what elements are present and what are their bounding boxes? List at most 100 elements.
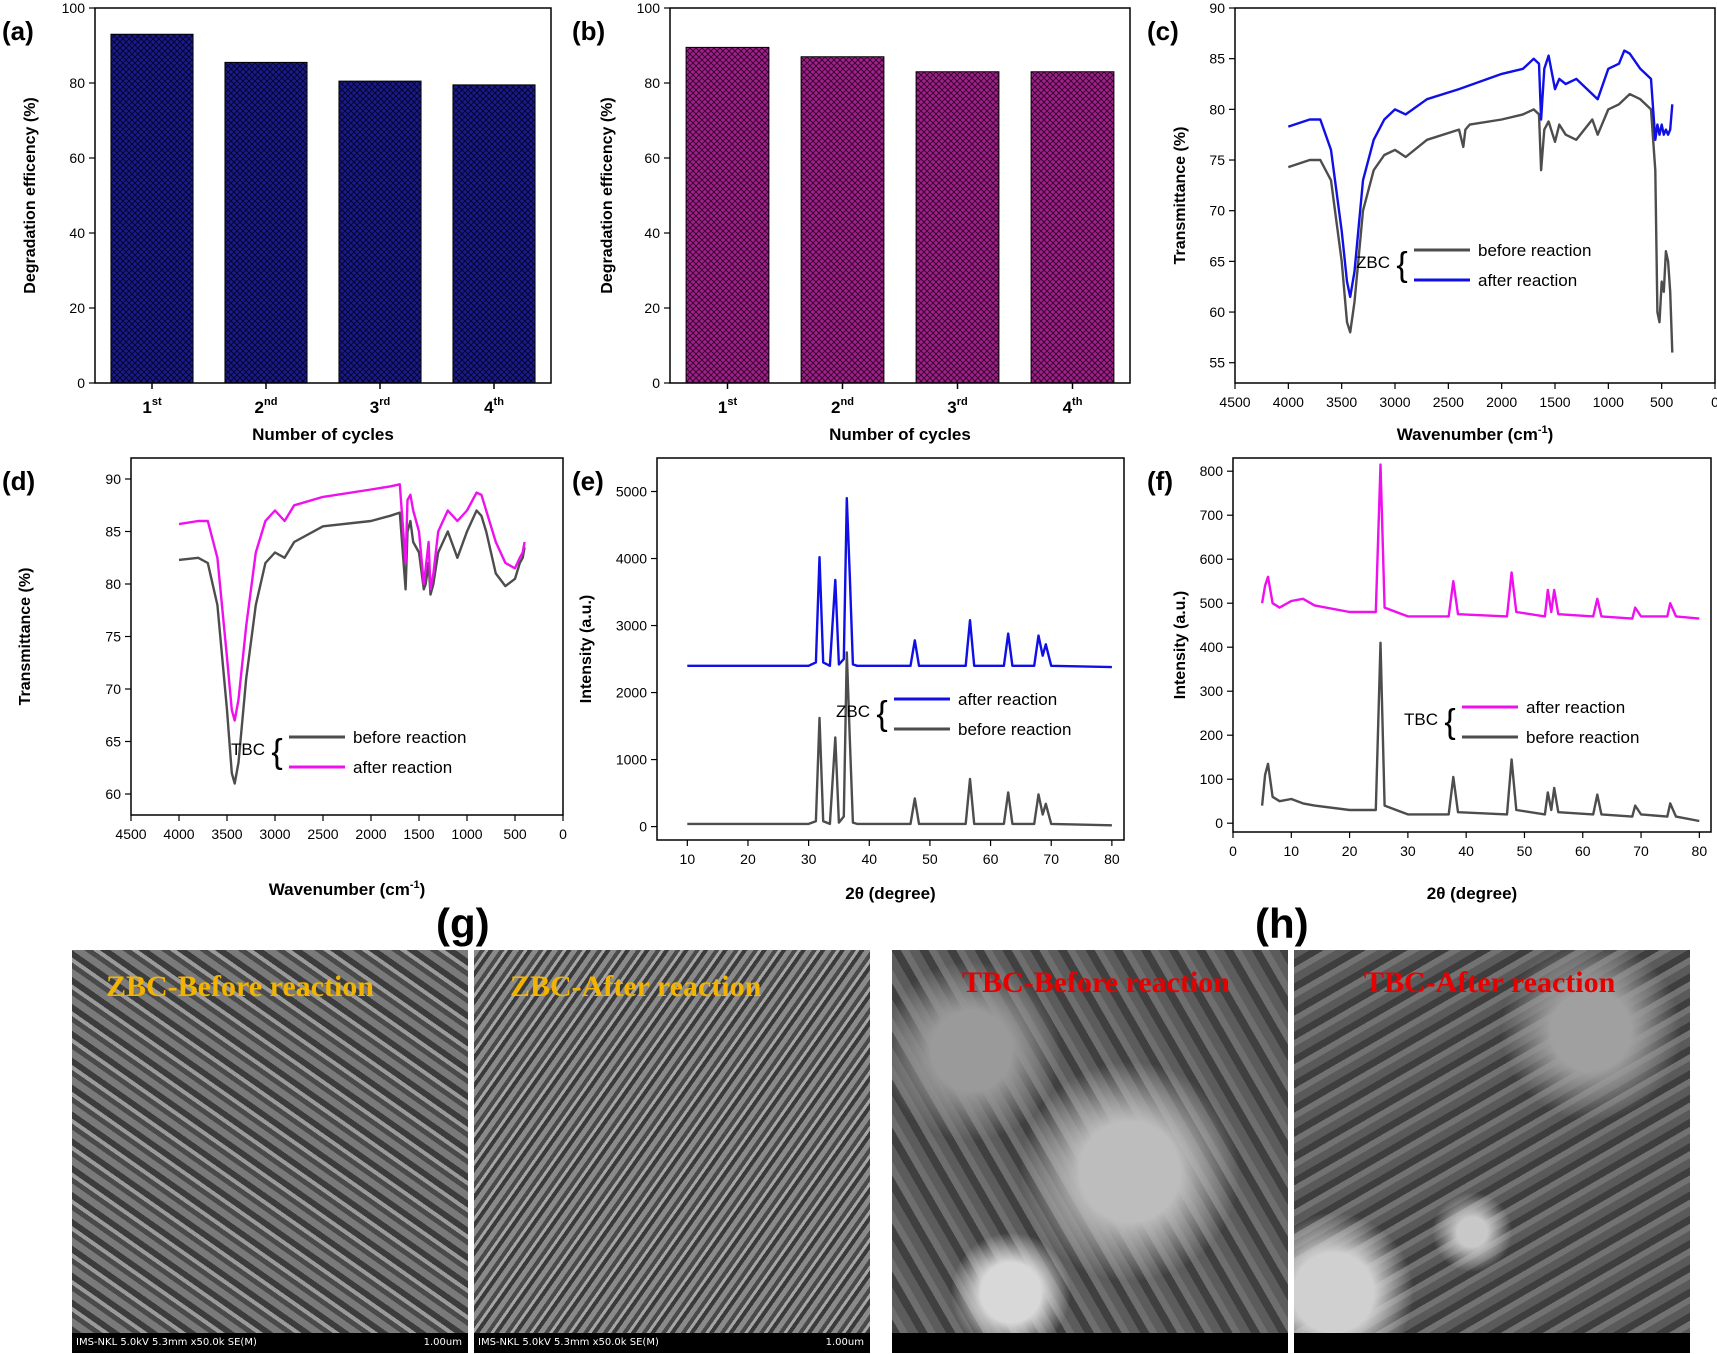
- bar: [1030, 71, 1115, 384]
- panel-label-f: (f): [1147, 466, 1173, 496]
- x-tick-label: 3500: [211, 826, 242, 842]
- sem-title-zbc-before: ZBC-Before reaction: [106, 970, 374, 1003]
- sem-scale-label: 1.00um: [423, 1337, 462, 1348]
- x-tick-label: 30: [801, 851, 817, 867]
- x-tick-label: 40: [1458, 843, 1474, 859]
- sem-title-tbc-after: TBC-After reaction: [1364, 966, 1616, 999]
- y-tick-label: 500: [1200, 595, 1224, 611]
- sem-title-tbc-before: TBC-Before reaction: [962, 966, 1230, 999]
- y-tick-label: 100: [1200, 771, 1224, 787]
- legend-brace: {: [271, 733, 282, 771]
- y-tick-label: 70: [105, 681, 121, 697]
- y-tick-label: 65: [105, 734, 121, 750]
- sem-scale-label: 1.00um: [825, 1337, 864, 1348]
- legend-label: before reaction: [1478, 241, 1591, 260]
- series-line-before-reaction: [1260, 641, 1700, 823]
- y-tick-label: 80: [644, 75, 660, 91]
- panel-label-g: (g): [436, 900, 490, 947]
- y-tick-label: 100: [637, 0, 661, 16]
- y-tick-label: 75: [1209, 152, 1225, 168]
- x-tick-label: 80: [1692, 843, 1708, 859]
- x-tick-label: 60: [1575, 843, 1591, 859]
- x-tick-label: 3500: [1326, 394, 1357, 410]
- panel-label-b: (b): [572, 16, 605, 46]
- y-tick-label: 90: [105, 471, 121, 487]
- x-tick-label: 20: [1342, 843, 1358, 859]
- x-tick-label: 500: [1650, 394, 1674, 410]
- panel-label-c: (c): [1147, 16, 1179, 46]
- y-tick-label: 600: [1200, 551, 1224, 567]
- y-tick-label: 1000: [616, 752, 647, 768]
- x-tick-label: 4500: [115, 826, 146, 842]
- y-tick-label: 200: [1200, 727, 1224, 743]
- x-axis-label: Wavenumber (cm-1): [1397, 424, 1554, 444]
- series-line-before-reaction: [1287, 92, 1674, 353]
- bar: [800, 56, 885, 384]
- legend-group-label: ZBC: [1356, 253, 1390, 272]
- plot-frame: [130, 457, 564, 816]
- plot-frame: [1234, 7, 1716, 384]
- x-tick-label: 2000: [1486, 394, 1517, 410]
- x-axis-label: 2θ (degree): [1427, 884, 1517, 903]
- y-tick-label: 300: [1200, 683, 1224, 699]
- y-tick-label: 80: [105, 576, 121, 592]
- y-axis-label: Intensity (a.u.): [578, 595, 595, 703]
- y-tick-label: 65: [1209, 253, 1225, 269]
- legend: TBC {before reaction after reaction: [231, 728, 466, 777]
- sem-footer-tbc-before: [892, 1333, 1288, 1353]
- legend-group-label: ZBC: [836, 702, 870, 721]
- plot-frame: [1232, 457, 1712, 833]
- series-line-after-reaction: [1287, 49, 1674, 299]
- x-tick-label: 70: [1043, 851, 1059, 867]
- x-tick-label: 3000: [1379, 394, 1410, 410]
- y-tick-label: 70: [1209, 203, 1225, 219]
- x-tick-label: 20: [740, 851, 756, 867]
- legend-brace: {: [1396, 246, 1407, 284]
- panel-label-d: (d): [2, 466, 35, 496]
- legend-label: after reaction: [958, 690, 1057, 709]
- legend-label: after reaction: [353, 758, 452, 777]
- bar: [224, 61, 308, 384]
- sem-footer-tbc-after: [1294, 1333, 1690, 1353]
- y-tick-label: 85: [1209, 51, 1225, 67]
- legend-label: after reaction: [1526, 698, 1625, 717]
- sem-footer-zbc-after: IMS-NKL 5.0kV 5.3mm x50.0k SE(M) 1.00um: [474, 1333, 870, 1353]
- y-tick-label: 60: [644, 150, 660, 166]
- legend: ZBC {after reaction before reaction: [836, 690, 1071, 739]
- x-tick-label: 4000: [1273, 394, 1304, 410]
- legend-label: before reaction: [353, 728, 466, 747]
- x-tick-label: 2nd: [831, 396, 854, 417]
- sem-image-tbc-before: TBC-Before reaction: [892, 950, 1288, 1353]
- sem-image-tbc-after: TBC-After reaction: [1294, 950, 1690, 1353]
- panel-label-e: (e): [572, 466, 604, 496]
- legend-label: before reaction: [1526, 728, 1639, 747]
- y-tick-label: 60: [69, 150, 85, 166]
- y-tick-label: 40: [644, 225, 660, 241]
- y-tick-label: 2000: [616, 685, 647, 701]
- y-tick-label: 85: [105, 524, 121, 540]
- x-tick-label: 2nd: [255, 396, 278, 417]
- y-tick-label: 100: [62, 0, 86, 16]
- chart-a: (a) 1st 2nd 3rd 4th 0 20 40 60 80 100 Number of cyc…: [2, 0, 552, 444]
- chart-e: (e) 10 20 30 40 50 60 70 80 0 1000 2000 3000 4000 5000…: [572, 457, 1125, 903]
- series-line-after-reaction: [178, 483, 526, 722]
- sem-image-zbc-before: ZBC-Before reaction IMS-NKL 5.0kV 5.3mm …: [72, 950, 468, 1353]
- y-tick-label: 700: [1200, 507, 1224, 523]
- x-tick-label: 4th: [1063, 396, 1083, 417]
- series-line-after-reaction: [687, 497, 1112, 669]
- plot-frame: [669, 7, 1131, 384]
- x-tick-label: 1000: [451, 826, 482, 842]
- y-axis-label: Transmittance (%): [17, 568, 34, 706]
- x-tick-label: 40: [861, 851, 877, 867]
- x-tick-label: 500: [503, 826, 527, 842]
- chart-b: (b) 1st 2nd 3rd 4th 0 20 40 60 80 100 Number of cyc…: [572, 0, 1131, 444]
- x-tick-label: 1st: [142, 396, 162, 417]
- series-line-after-reaction: [1260, 463, 1700, 620]
- x-tick-label: 2500: [307, 826, 338, 842]
- y-tick-label: 3000: [616, 618, 647, 634]
- y-tick-label: 0: [1215, 815, 1223, 831]
- x-tick-label: 60: [983, 851, 999, 867]
- x-tick-label: 0: [1229, 843, 1237, 859]
